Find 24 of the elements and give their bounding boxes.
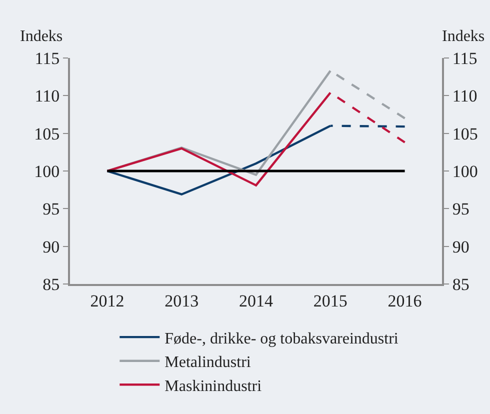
- y-tick-label: 105: [34, 124, 60, 144]
- y2-axis-title: Indeks: [442, 28, 485, 45]
- legend-label: Maskinindustri: [164, 378, 262, 395]
- x-tick-label: 2013: [164, 291, 199, 310]
- y-tick-label: 110: [34, 86, 60, 106]
- y2-tick-label: 85: [452, 274, 470, 294]
- y-tick-label: 100: [34, 162, 60, 181]
- y-tick-label: 95: [42, 200, 60, 219]
- y2-tick-label: 105: [452, 124, 478, 144]
- y2-tick-label: 110: [452, 86, 478, 106]
- x-tick-label: 2014: [239, 291, 274, 310]
- y2-tick-label: 95: [452, 200, 470, 219]
- legend-label: Føde-, drikke- og tobaksvareindustri: [164, 330, 399, 348]
- x-tick-label: 2015: [313, 291, 348, 310]
- x-tick-label: 2012: [90, 291, 124, 310]
- y2-tick-label: 100: [452, 162, 478, 181]
- y-axis-title: Indeks: [20, 28, 63, 45]
- y-tick-label: 90: [42, 237, 60, 256]
- y-tick-label: 115: [34, 48, 60, 68]
- y2-tick-label: 90: [452, 237, 470, 256]
- y2-tick-label: 115: [452, 48, 478, 68]
- legend-label: Metalindustri: [164, 354, 252, 372]
- x-tick-label: 2016: [388, 291, 422, 310]
- y-tick-label: 85: [42, 274, 60, 294]
